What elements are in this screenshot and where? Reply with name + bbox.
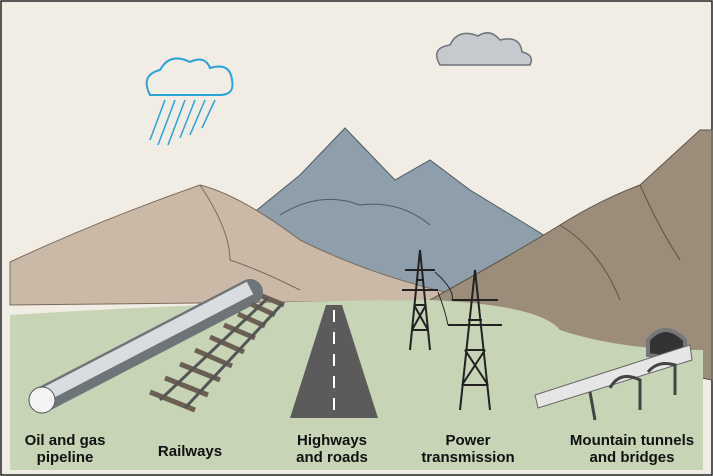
label: Oil and gas [25, 432, 106, 449]
label: Mountain tunnels [570, 432, 694, 449]
label: and bridges [589, 449, 674, 466]
label: pipeline [37, 449, 94, 466]
pipe-end [29, 387, 55, 413]
label: Power [445, 432, 490, 449]
label: Highways [297, 432, 367, 449]
illustration: Oil and gaspipeline Railways Highwaysand r… [0, 0, 713, 476]
label: transmission [421, 449, 514, 466]
page: Oil and gaspipeline Railways Highwaysand r… [0, 0, 713, 476]
label: Railways [158, 443, 222, 460]
label: and roads [296, 449, 368, 466]
